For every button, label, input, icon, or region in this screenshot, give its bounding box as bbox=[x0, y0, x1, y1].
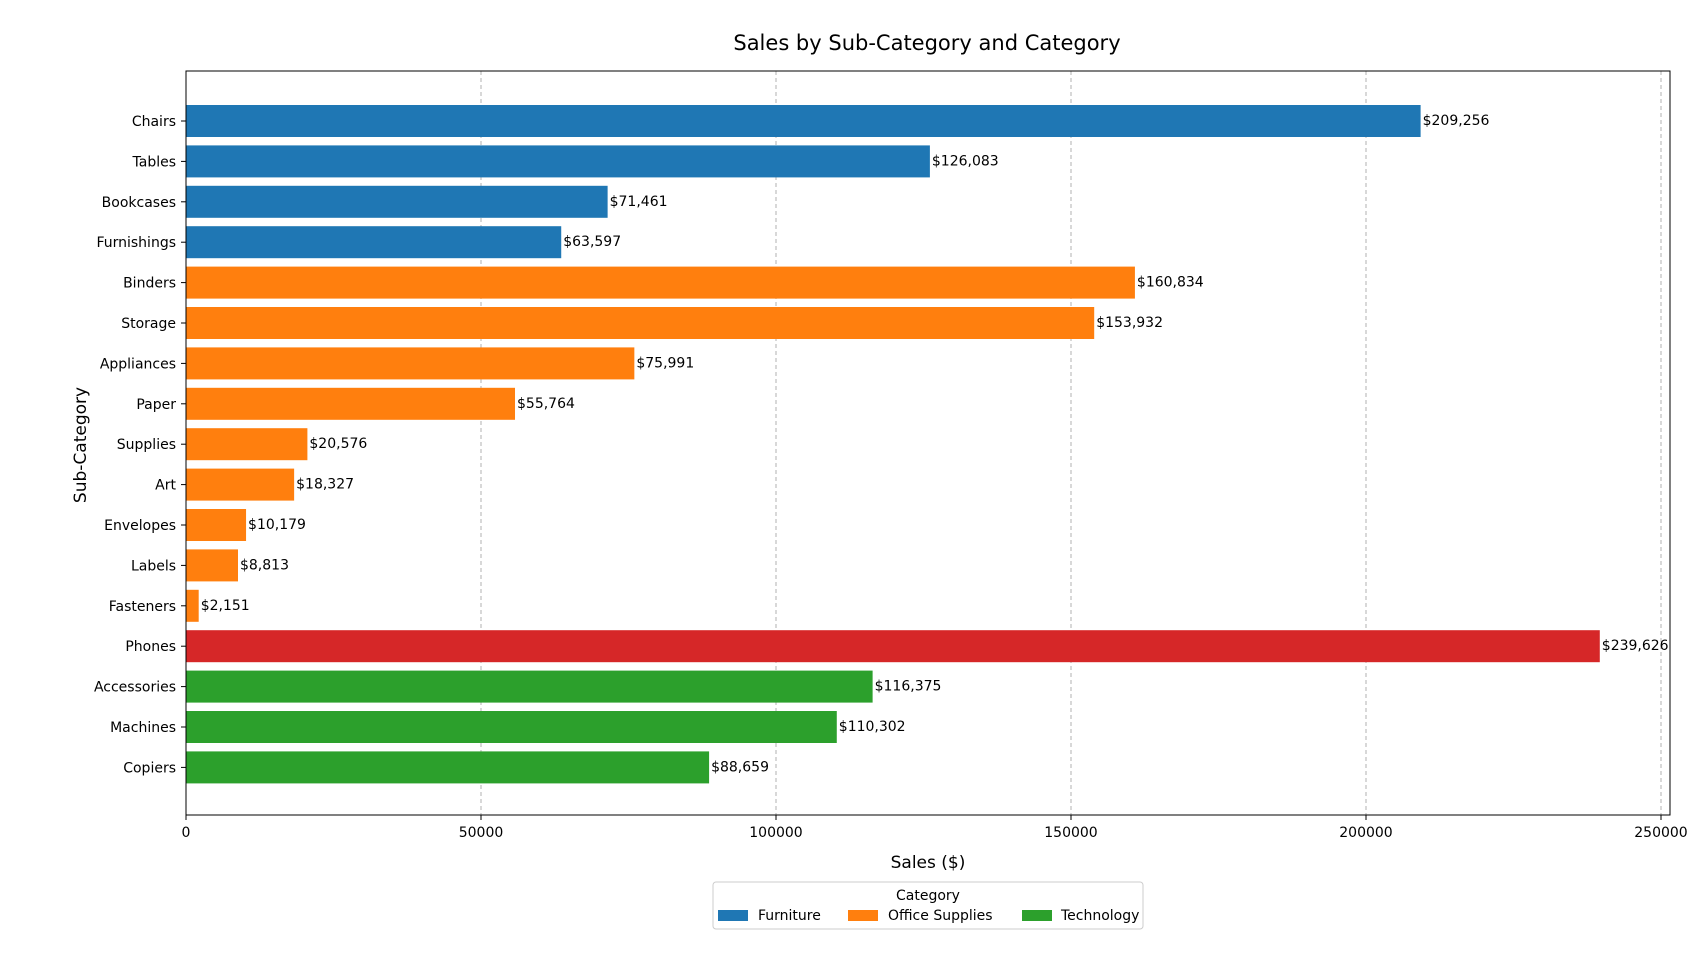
value-label-envelopes: $10,179 bbox=[248, 517, 306, 533]
bar-accessories bbox=[186, 670, 873, 703]
value-labels: $209,256 $126,083 $71,461 $63,597 $160,834 $1… bbox=[201, 113, 1669, 775]
y-tick-label-envelopes: Envelopes bbox=[104, 518, 176, 534]
legend-swatch-technology bbox=[1022, 910, 1052, 921]
bar-bookcases bbox=[186, 185, 608, 218]
y-tick-label-appliances: Appliances bbox=[100, 356, 176, 372]
x-tick-label: 200000 bbox=[1339, 825, 1392, 841]
bar-phones bbox=[186, 630, 1600, 663]
y-tick-label-binders: Binders bbox=[123, 276, 176, 292]
legend: Category Furniture Office Supplies Techn… bbox=[712, 881, 1144, 930]
bar-labels bbox=[186, 549, 238, 582]
bar-paper bbox=[186, 387, 516, 420]
bar-fasteners bbox=[186, 589, 199, 622]
legend-label-office-supplies: Office Supplies bbox=[888, 908, 993, 924]
value-label-art: $18,327 bbox=[296, 477, 354, 493]
y-axis-label: Sub-Category bbox=[71, 387, 91, 503]
y-axis: Chairs Tables Bookcases Furnishings Binders S… bbox=[94, 114, 186, 776]
bar-binders bbox=[186, 266, 1135, 299]
bar-chairs bbox=[186, 105, 1421, 137]
x-tick-label: 250000 bbox=[1634, 825, 1687, 841]
bar-supplies bbox=[186, 428, 308, 461]
x-tick-label: 100000 bbox=[749, 825, 802, 841]
x-axis: 0 50000 100000 150000 200000 250000 bbox=[182, 815, 1688, 841]
value-label-tables: $126,083 bbox=[932, 153, 999, 169]
bar-storage bbox=[186, 307, 1095, 339]
y-tick-label-art: Art bbox=[155, 478, 176, 494]
y-tick-label-accessories: Accessories bbox=[94, 680, 176, 696]
value-label-machines: $110,302 bbox=[839, 719, 906, 735]
y-tick-label-copiers: Copiers bbox=[123, 760, 176, 776]
chart-title: Sales by Sub-Category and Category bbox=[733, 31, 1120, 55]
y-tick-label-tables: Tables bbox=[132, 154, 177, 170]
y-tick-label-chairs: Chairs bbox=[132, 114, 176, 130]
bars bbox=[186, 105, 1600, 784]
legend-swatch-office-supplies bbox=[848, 910, 878, 921]
bar-copiers bbox=[186, 751, 710, 784]
y-tick-label-fasteners: Fasteners bbox=[109, 599, 176, 615]
y-tick-label-phones: Phones bbox=[125, 639, 176, 655]
value-label-paper: $55,764 bbox=[517, 396, 575, 412]
x-tick-label: 150000 bbox=[1044, 825, 1097, 841]
value-label-chairs: $209,256 bbox=[1423, 113, 1490, 129]
value-label-furnishings: $63,597 bbox=[563, 234, 621, 250]
value-label-phones: $239,626 bbox=[1602, 638, 1669, 654]
y-tick-label-furnishings: Furnishings bbox=[96, 235, 176, 251]
bar-tables bbox=[186, 145, 930, 178]
y-tick-label-supplies: Supplies bbox=[117, 437, 176, 453]
legend-label-furniture: Furniture bbox=[758, 908, 821, 924]
value-label-copiers: $88,659 bbox=[711, 759, 769, 775]
legend-swatch-furniture bbox=[718, 910, 748, 921]
legend-title: Category bbox=[896, 888, 960, 904]
x-gridlines bbox=[185, 71, 1662, 815]
value-label-storage: $153,932 bbox=[1096, 315, 1163, 331]
bar-envelopes bbox=[186, 509, 247, 541]
bar-furnishings bbox=[186, 226, 562, 259]
bar-appliances bbox=[186, 347, 635, 380]
bar-machines bbox=[186, 711, 837, 743]
y-tick-label-machines: Machines bbox=[110, 720, 176, 736]
value-label-binders: $160,834 bbox=[1137, 275, 1204, 291]
y-tick-label-storage: Storage bbox=[121, 316, 176, 332]
plot-frame bbox=[185, 70, 1671, 816]
value-label-labels: $8,813 bbox=[240, 557, 289, 573]
value-label-fasteners: $2,151 bbox=[201, 598, 250, 614]
y-tick-label-bookcases: Bookcases bbox=[102, 195, 176, 211]
x-axis-label: Sales ($) bbox=[891, 853, 966, 873]
legend-label-technology: Technology bbox=[1060, 908, 1139, 924]
bar-art bbox=[186, 468, 295, 501]
value-label-bookcases: $71,461 bbox=[610, 194, 668, 210]
value-label-appliances: $75,991 bbox=[636, 355, 694, 371]
x-tick-label: 0 bbox=[182, 825, 191, 841]
value-label-supplies: $20,576 bbox=[309, 436, 367, 452]
x-tick-label: 50000 bbox=[459, 825, 504, 841]
y-tick-label-labels: Labels bbox=[131, 558, 176, 574]
value-label-accessories: $116,375 bbox=[875, 679, 942, 695]
y-tick-label-paper: Paper bbox=[136, 397, 176, 413]
